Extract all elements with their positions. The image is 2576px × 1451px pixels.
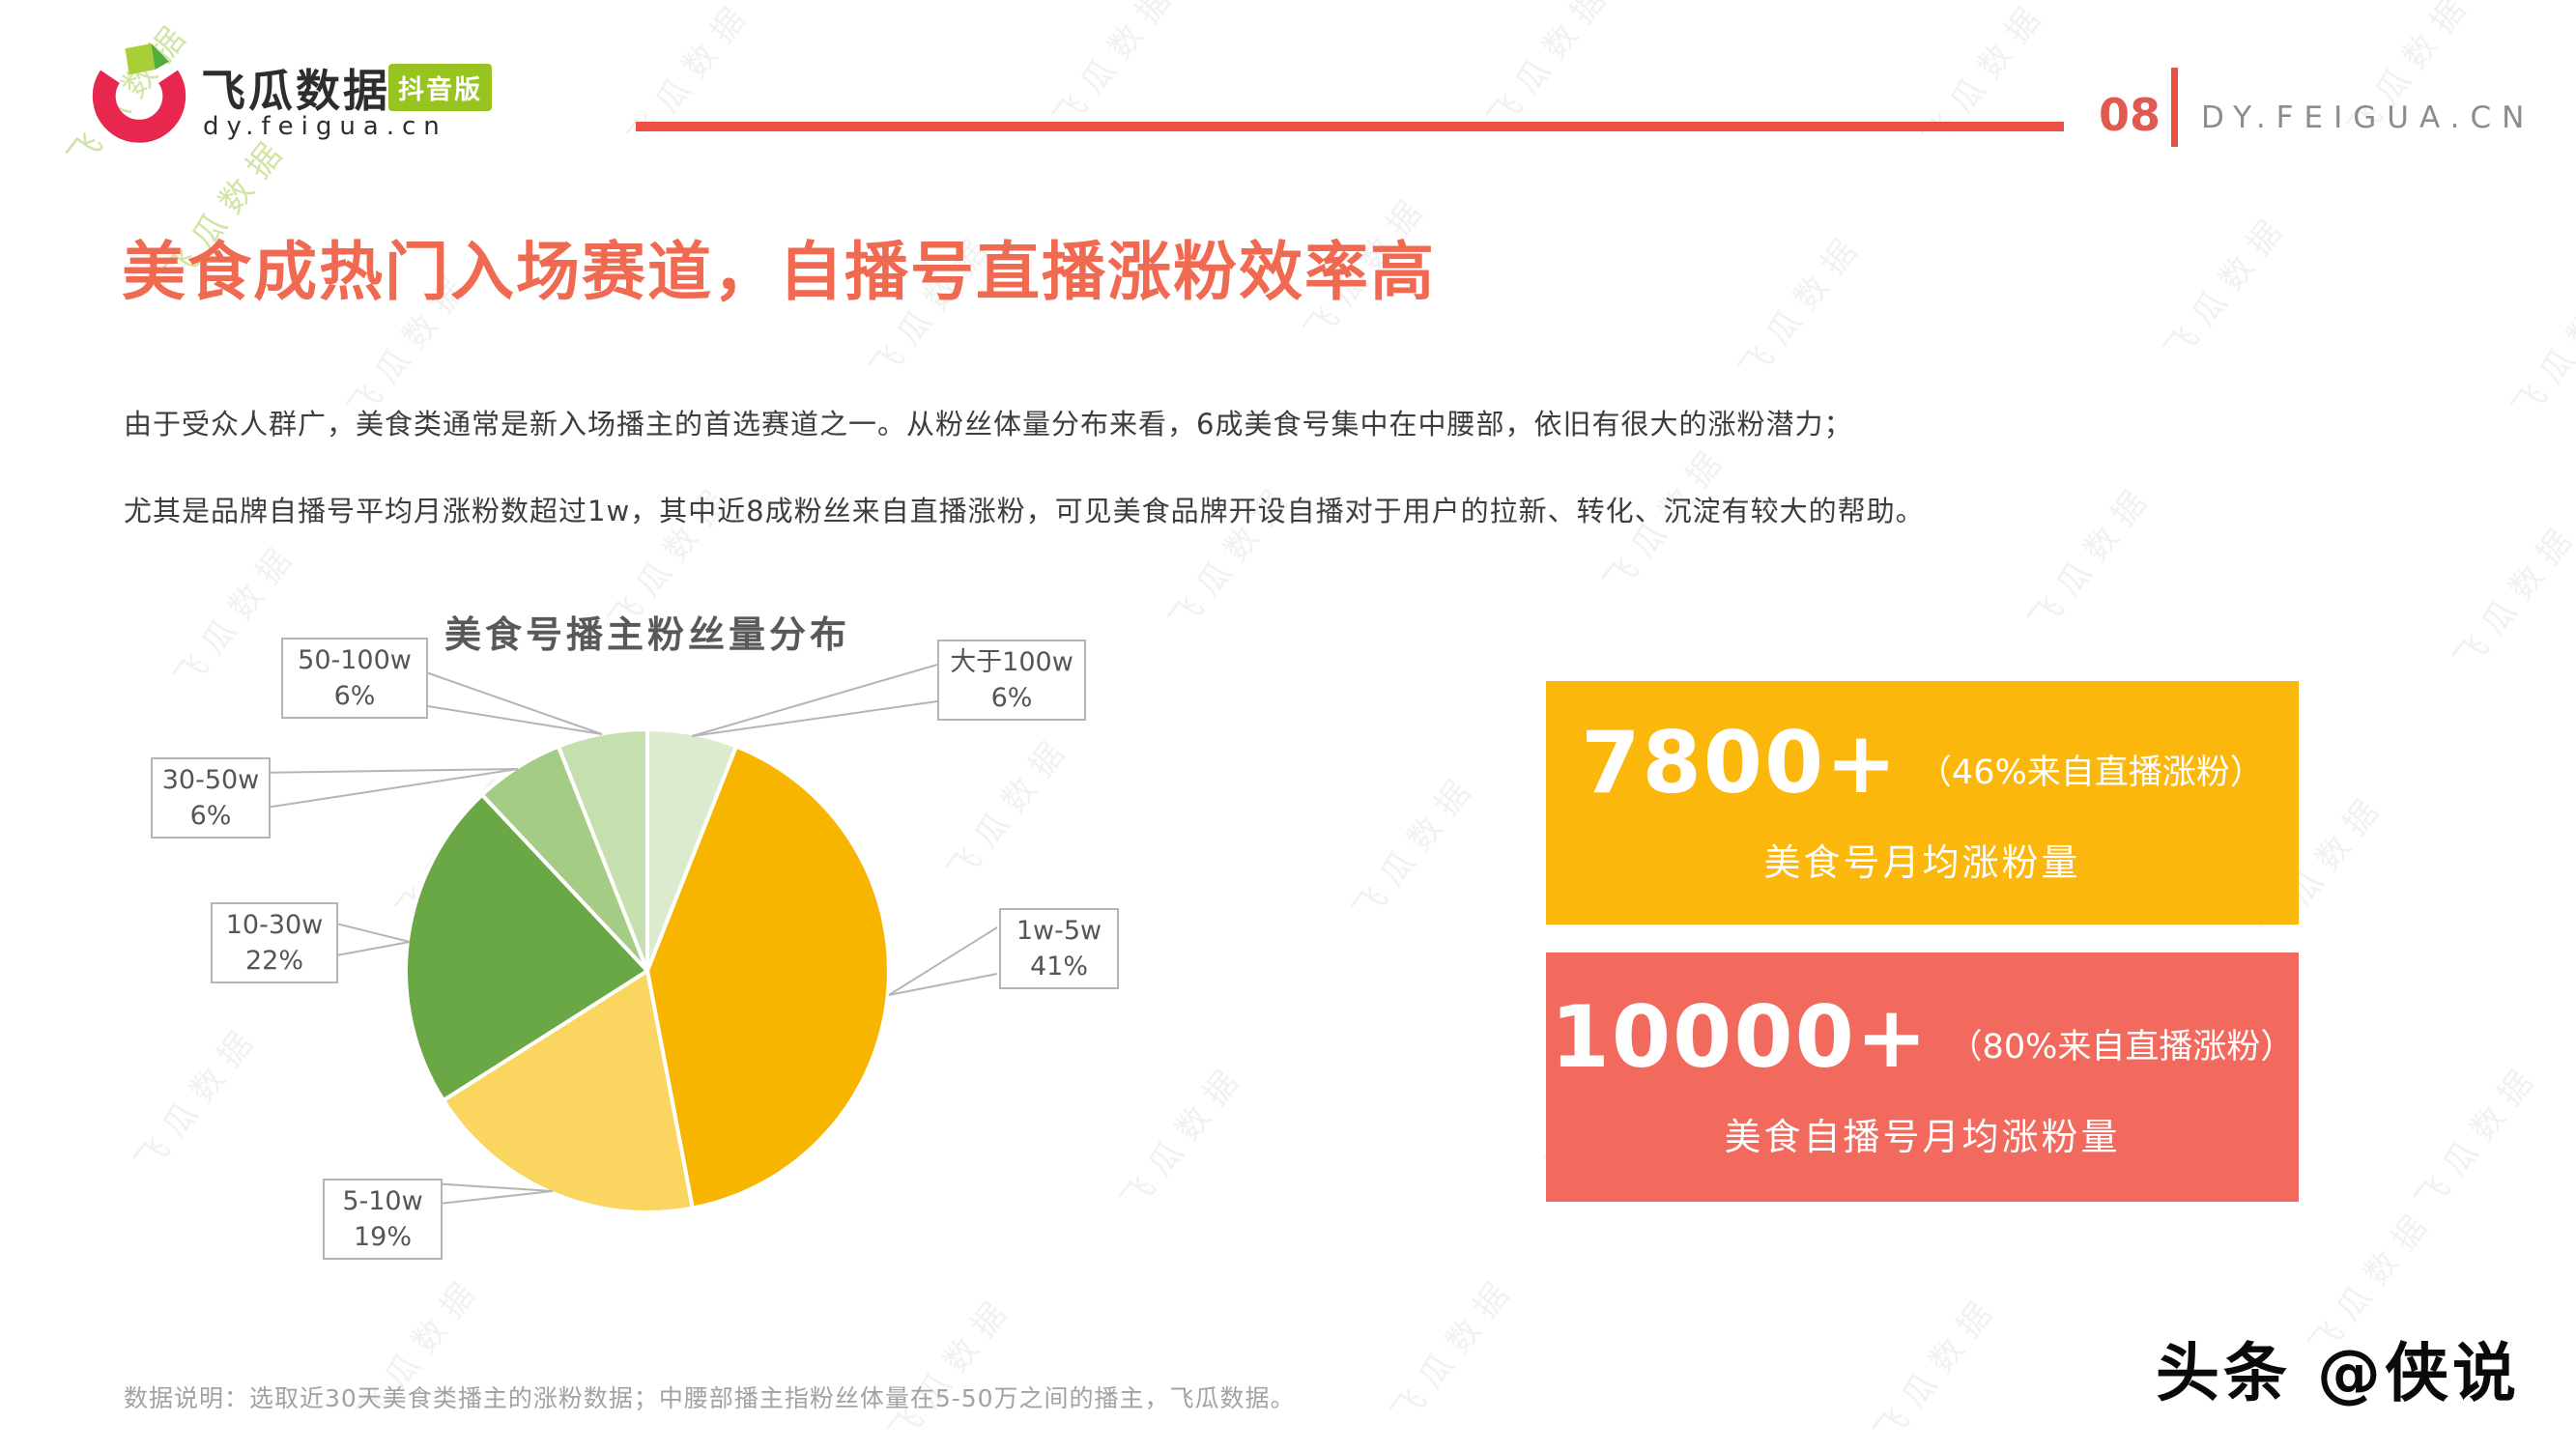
pie-slice-5-10w bbox=[441, 969, 695, 1214]
stat-card-brand-selfcast: 10000+ （80%来自直播涨粉） 美食自播号月均涨粉量 bbox=[1546, 953, 2299, 1202]
stat-value: 10000+ bbox=[1550, 986, 1930, 1087]
pie-label-5-10w: 5-10w 19% bbox=[323, 1179, 443, 1260]
page-number: 08 bbox=[2099, 89, 2161, 141]
pie-slice-1w-5w bbox=[645, 744, 891, 1210]
pie-label-range: 大于100w bbox=[950, 647, 1073, 677]
watermark-text: 飞瓜数据 bbox=[2408, 1054, 2549, 1219]
stat-card-food-accounts: 7800+ （46%来自直播涨粉） 美食号月均涨粉量 bbox=[1546, 681, 2299, 925]
pie-label-pct: 6% bbox=[333, 681, 376, 711]
body-paragraph-2: 尤其是品牌自播号平均月涨粉数超过1w，其中近8成粉丝来自直播涨粉，可见美食品牌开… bbox=[124, 495, 1925, 527]
pie-label-pct: 19% bbox=[353, 1222, 412, 1252]
stat-value: 7800+ bbox=[1581, 712, 1899, 812]
pie-label-range: 10-30w bbox=[225, 910, 324, 940]
stat-caption: 美食号月均涨粉量 bbox=[1763, 840, 2081, 884]
pie-label-range: 50-100w bbox=[298, 645, 412, 675]
brand-badge: 抖音版 bbox=[388, 64, 492, 111]
body-paragraph-1: 由于受众人群广，美食类通常是新入场播主的首选赛道之一。从粉丝体量分布来看，6成美… bbox=[124, 408, 1853, 441]
chart-title: 美食号播主粉丝量分布 bbox=[444, 613, 850, 656]
watermark-text: 飞瓜数据 bbox=[2504, 262, 2576, 427]
data-source-note: 数据说明：选取近30天美食类播主的涨粉数据；中腰部播主指粉丝体量在5-50万之间… bbox=[124, 1384, 1296, 1412]
byline-watermark: 头条 @侠说 bbox=[2156, 1336, 2520, 1410]
watermark-text: 飞瓜数据 bbox=[1732, 223, 1873, 388]
fan-distribution-pie-chart bbox=[252, 664, 998, 1214]
header-site-url[interactable]: DY.FEIGUA.CN bbox=[2201, 100, 2535, 135]
logo-leaf-light bbox=[125, 43, 156, 75]
logo-melon-arc bbox=[92, 70, 186, 143]
watermark-text: 飞瓜数据 bbox=[1384, 1266, 1525, 1432]
pie-label-10-30w: 10-30w 22% bbox=[211, 902, 338, 983]
pie-label-pct: 6% bbox=[189, 801, 232, 831]
pie-label-range: 5-10w bbox=[342, 1186, 423, 1216]
pie-label-range: 30-50w bbox=[161, 765, 260, 795]
brand-url[interactable]: dy.feigua.cn bbox=[203, 112, 447, 141]
stat-note: （80%来自直播涨粉） bbox=[1948, 1028, 2295, 1067]
pie-label-50-100w: 50-100w 6% bbox=[281, 638, 428, 719]
pie-label-range: 1w-5w bbox=[1016, 916, 1102, 946]
header-divider bbox=[636, 122, 2064, 131]
watermark-text: 飞瓜数据 bbox=[1867, 1286, 2008, 1451]
brand-name: 飞瓜数据 bbox=[201, 65, 390, 117]
stat-note: （46%来自直播涨粉） bbox=[1917, 754, 2264, 792]
stat-caption: 美食自播号月均涨粉量 bbox=[1724, 1115, 2121, 1158]
page-title: 美食成热门入场赛道，自播号直播涨粉效率高 bbox=[122, 235, 1436, 309]
watermark-text: 飞瓜数据 bbox=[1915, 0, 2056, 156]
watermark-text: 飞瓜数据 bbox=[1480, 0, 1621, 137]
logo-leaf-fold bbox=[151, 43, 170, 71]
pie-label-gt100w: 大于100w 6% bbox=[937, 640, 1086, 721]
pie-label-pct: 22% bbox=[244, 946, 303, 976]
watermark-text: 飞瓜数据 bbox=[2157, 204, 2298, 369]
pie-label-30-50w: 30-50w 6% bbox=[151, 757, 271, 839]
watermark-text: 飞瓜数据 bbox=[1045, 0, 1187, 137]
pie-label-1w-5w: 1w-5w 41% bbox=[999, 908, 1119, 989]
pie-label-pct: 6% bbox=[990, 683, 1033, 713]
callout-lines bbox=[252, 664, 998, 1207]
watermark-text: 飞瓜数据 bbox=[2447, 513, 2576, 678]
watermark-text: 飞瓜数据 bbox=[620, 0, 761, 156]
watermark-text: 飞瓜数据 bbox=[1345, 764, 1486, 929]
header-vertical-bar bbox=[2171, 68, 2178, 147]
feigua-logo-icon bbox=[92, 43, 186, 143]
pie-label-pct: 41% bbox=[1029, 952, 1088, 982]
